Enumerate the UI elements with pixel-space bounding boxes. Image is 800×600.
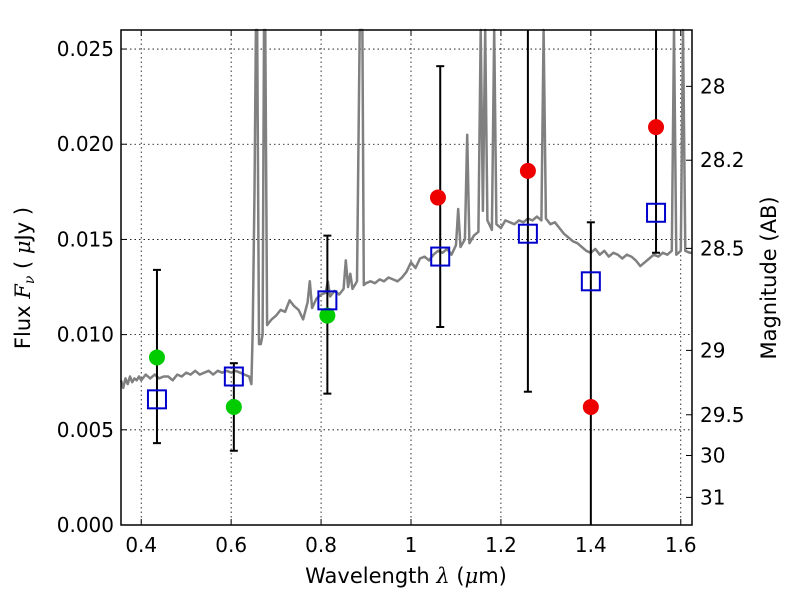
circle-marker bbox=[429, 189, 446, 206]
square-marker bbox=[430, 246, 451, 267]
x-tick-label: 1.4 bbox=[575, 533, 607, 557]
y2-tick-label: 28.2 bbox=[700, 148, 745, 172]
y-tick-label: 0.010 bbox=[57, 323, 114, 347]
x-tick-label: 0.4 bbox=[125, 533, 157, 557]
square-marker bbox=[146, 389, 167, 410]
spectrum-layer bbox=[119, 28, 692, 390]
circle-marker bbox=[319, 307, 336, 324]
x-axis-label: Wavelength λ (μm) bbox=[305, 564, 507, 588]
markers-layer bbox=[146, 119, 667, 415]
square-marker bbox=[223, 366, 244, 387]
y2-tick-label: 28.5 bbox=[700, 236, 745, 260]
x-tick-label: 0.8 bbox=[305, 533, 337, 557]
square-marker bbox=[646, 202, 667, 223]
plot-frame bbox=[120, 29, 693, 526]
circle-marker bbox=[519, 162, 536, 179]
y2-axis-label: Magnitude (AB) bbox=[757, 196, 781, 359]
circle-marker bbox=[648, 119, 665, 136]
y-tick-label: 0.015 bbox=[57, 227, 114, 251]
y2-tick-label: 30 bbox=[700, 444, 725, 468]
y2-tick-label: 28 bbox=[700, 74, 725, 98]
x-tick-label: 1.6 bbox=[665, 533, 697, 557]
square-marker bbox=[517, 223, 538, 244]
y-tick-label: 0.005 bbox=[57, 418, 114, 442]
y-tick-label: 0.000 bbox=[57, 513, 114, 537]
x-tick-label: 1 bbox=[405, 533, 418, 557]
circle-marker bbox=[582, 398, 599, 415]
x-tick-label: 0.6 bbox=[215, 533, 247, 557]
circle-marker bbox=[148, 349, 165, 366]
ticks-layer: 0.4 0.6 0.8 1 1.2 1.4 1.6 0.000 0.005 0.010 0.015 0… bbox=[57, 30, 745, 557]
spectrum-line bbox=[119, 28, 692, 390]
y2-tick-label: 31 bbox=[700, 485, 725, 509]
y2-tick-label: 29 bbox=[700, 338, 725, 362]
square-marker bbox=[317, 290, 338, 311]
y2-tick-label: 29.5 bbox=[700, 403, 745, 427]
y-axis-label: Flux Fν ( μJy ) bbox=[11, 207, 38, 349]
y-tick-label: 0.025 bbox=[57, 37, 114, 61]
grid-lines bbox=[121, 30, 692, 526]
circle-marker bbox=[225, 398, 242, 415]
square-marker bbox=[580, 271, 601, 292]
y-tick-label: 0.020 bbox=[57, 132, 114, 156]
x-tick-label: 1.2 bbox=[485, 533, 517, 557]
